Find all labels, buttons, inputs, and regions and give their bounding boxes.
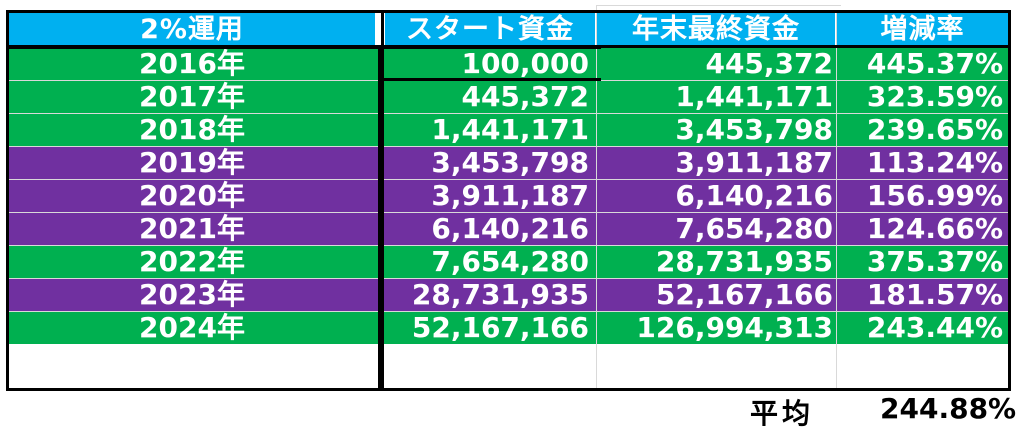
year-cell[interactable]: 2018年	[139, 113, 245, 146]
table-row[interactable]: 2018年 1,441,171 3,453,798 239.65%	[9, 114, 1008, 146]
average-value[interactable]: 244.88%	[880, 392, 1017, 425]
start-capital-cell[interactable]: 3,453,798	[431, 146, 589, 179]
row-divider	[9, 212, 1008, 213]
year-cell[interactable]: 2019年	[139, 146, 245, 179]
column-divider	[836, 13, 837, 388]
table-row[interactable]: 2020年 3,911,187 6,140,216 156.99%	[9, 180, 1008, 212]
year-cell[interactable]: 2020年	[139, 179, 245, 212]
table-row[interactable]: 2016年 100,000 445,372 445.37%	[9, 48, 1008, 80]
table-row[interactable]: 2019年 3,453,798 3,911,187 113.24%	[9, 147, 1008, 179]
end-capital-cell[interactable]: 445,372	[705, 47, 833, 80]
start-capital-cell[interactable]: 3,911,187	[431, 179, 589, 212]
row-divider	[9, 146, 1008, 147]
year-cell[interactable]: 2016年	[139, 47, 245, 80]
start-capital-cell[interactable]: 28,731,935	[411, 278, 589, 311]
end-capital-cell[interactable]: 7,654,280	[675, 212, 833, 245]
table-row[interactable]: 2023年 28,731,935 52,167,166 181.57%	[9, 279, 1008, 311]
table-row[interactable]: 2022年 7,654,280 28,731,935 375.37%	[9, 246, 1008, 278]
start-capital-cell[interactable]: 6,140,216	[431, 212, 589, 245]
end-capital-cell[interactable]: 3,453,798	[675, 113, 833, 146]
end-capital-cell[interactable]: 28,731,935	[655, 245, 833, 278]
column-divider	[596, 5, 597, 388]
rate-cell[interactable]: 113.24%	[866, 146, 1003, 179]
average-label[interactable]: 平均	[750, 397, 815, 430]
table-row[interactable]: 2021年 6,140,216 7,654,280 124.66%	[9, 213, 1008, 245]
row-divider	[9, 245, 1008, 246]
start-capital-cell[interactable]: 52,167,166	[411, 311, 589, 344]
row-divider	[9, 80, 1008, 81]
row-divider	[9, 113, 1008, 114]
rate-cell[interactable]: 445.37%	[866, 47, 1003, 80]
row-divider	[9, 179, 1008, 180]
rate-cell[interactable]: 243.44%	[866, 311, 1003, 344]
year-cell[interactable]: 2023年	[139, 278, 245, 311]
year-cell[interactable]: 2024年	[139, 311, 245, 344]
header-start-capital[interactable]: スタート資金	[385, 13, 595, 46]
row-divider	[9, 311, 1008, 312]
rate-cell[interactable]: 323.59%	[866, 80, 1003, 113]
year-cell[interactable]: 2021年	[139, 212, 245, 245]
rate-cell[interactable]: 239.65%	[866, 113, 1003, 146]
start-capital-cell[interactable]: 445,372	[461, 80, 589, 113]
end-capital-cell[interactable]: 126,994,313	[636, 311, 833, 344]
row-divider	[9, 278, 1008, 279]
year-cell[interactable]: 2017年	[139, 80, 245, 113]
column-divider	[596, 5, 841, 6]
header-year-end-capital[interactable]: 年末最終資金	[597, 13, 835, 46]
rate-cell[interactable]: 156.99%	[866, 179, 1003, 212]
rate-cell[interactable]: 124.66%	[866, 212, 1003, 245]
end-capital-cell[interactable]: 6,140,216	[675, 179, 833, 212]
start-capital-cell[interactable]: 1,441,171	[431, 113, 589, 146]
start-capital-cell[interactable]: 100,000	[461, 47, 589, 80]
header-rate[interactable]: 増減率	[837, 13, 1008, 46]
header-year[interactable]: 2%運用	[9, 13, 375, 46]
end-capital-cell[interactable]: 1,441,171	[675, 80, 833, 113]
table-row[interactable]: 2024年 52,167,166 126,994,313 243.44%	[9, 312, 1008, 344]
end-capital-cell[interactable]: 52,167,166	[655, 278, 833, 311]
rate-cell[interactable]: 181.57%	[866, 278, 1003, 311]
end-capital-cell[interactable]: 3,911,187	[675, 146, 833, 179]
year-cell[interactable]: 2022年	[139, 245, 245, 278]
start-capital-cell[interactable]: 7,654,280	[431, 245, 589, 278]
table-row[interactable]: 2017年 445,372 1,441,171 323.59%	[9, 81, 1008, 113]
rate-cell[interactable]: 375.37%	[866, 245, 1003, 278]
